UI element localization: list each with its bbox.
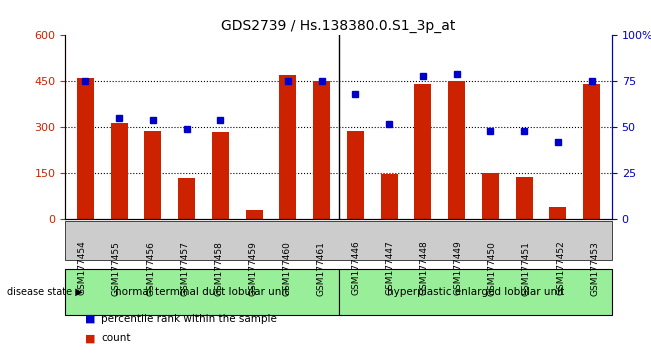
Bar xyxy=(482,173,499,219)
Text: hyperplastic enlarged lobular unit: hyperplastic enlarged lobular unit xyxy=(387,287,564,297)
Text: GSM177449: GSM177449 xyxy=(454,241,463,296)
Bar xyxy=(347,131,364,219)
Text: GSM177460: GSM177460 xyxy=(283,241,292,296)
Title: GDS2739 / Hs.138380.0.S1_3p_at: GDS2739 / Hs.138380.0.S1_3p_at xyxy=(221,19,456,33)
Text: GSM177458: GSM177458 xyxy=(214,241,223,296)
Text: GSM177455: GSM177455 xyxy=(112,241,121,296)
Text: GSM177451: GSM177451 xyxy=(522,241,531,296)
Text: GSM177454: GSM177454 xyxy=(77,241,87,296)
Bar xyxy=(449,81,465,219)
Bar xyxy=(212,132,229,219)
Text: GSM177457: GSM177457 xyxy=(180,241,189,296)
Bar xyxy=(145,131,161,219)
Text: GSM177456: GSM177456 xyxy=(146,241,155,296)
Text: GSM177453: GSM177453 xyxy=(590,241,600,296)
Text: percentile rank within the sample: percentile rank within the sample xyxy=(101,314,277,324)
Text: disease state ▶: disease state ▶ xyxy=(7,287,82,297)
Bar xyxy=(245,210,262,219)
Bar xyxy=(549,207,566,219)
Text: GSM177448: GSM177448 xyxy=(419,241,428,296)
Text: GSM177447: GSM177447 xyxy=(385,241,395,296)
Bar xyxy=(178,178,195,219)
Bar xyxy=(111,123,128,219)
Text: GSM177450: GSM177450 xyxy=(488,241,497,296)
Bar xyxy=(77,78,94,219)
Text: GSM177459: GSM177459 xyxy=(249,241,258,296)
Bar xyxy=(313,81,330,219)
Bar xyxy=(415,85,432,219)
Text: ■: ■ xyxy=(85,333,95,343)
Bar xyxy=(583,85,600,219)
Bar xyxy=(381,174,398,219)
Bar xyxy=(516,177,533,219)
Text: ■: ■ xyxy=(85,314,95,324)
Text: GSM177446: GSM177446 xyxy=(351,241,360,296)
Bar xyxy=(279,75,296,219)
Text: GSM177461: GSM177461 xyxy=(317,241,326,296)
Text: GSM177452: GSM177452 xyxy=(556,241,565,296)
Text: count: count xyxy=(101,333,130,343)
Text: normal terminal duct lobular unit: normal terminal duct lobular unit xyxy=(115,287,288,297)
